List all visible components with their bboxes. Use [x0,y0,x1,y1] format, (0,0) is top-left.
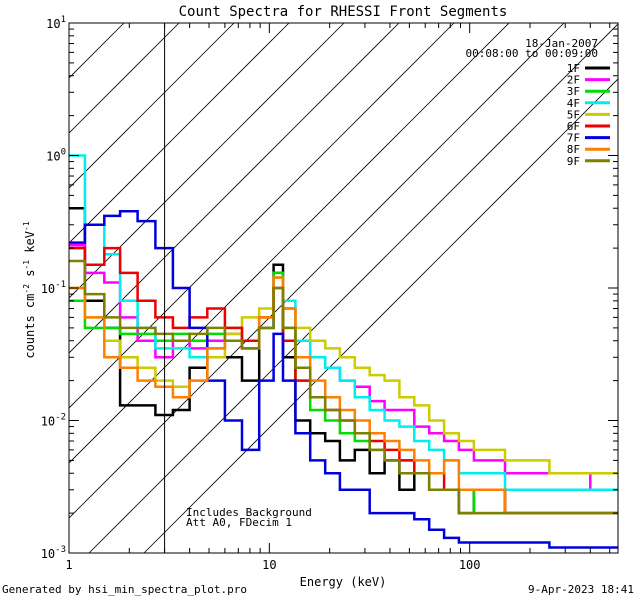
legend-label-5F: 5F [567,108,580,121]
series-line-5F [69,276,618,475]
series-line-8F [69,276,618,515]
generated-by-footer: Generated by hsi_min_spectra_plot.pro [2,583,248,596]
y-tick-label: 10-2 [41,413,66,429]
series-line-1F [69,206,618,515]
hatch-line [88,23,618,553]
hatch-line [143,78,618,553]
series-line-9F [69,259,618,515]
hatch-line [69,23,455,409]
y-tick-label: 100 [46,148,66,164]
note-background: Includes Background [186,506,312,519]
legend-label-3F: 3F [567,85,580,98]
chart-title: Count Spectra for RHESSI Front Segments [179,4,508,20]
legend-label-6F: 6F [567,120,580,133]
y-axis-label: counts cm-2 s-1 keV-1 [22,221,37,358]
axes: 1 10 100 10-3 10-2 10-1 100 101 [41,15,618,572]
legend-label-2F: 2F [567,74,580,87]
x-tick-label: 10 [262,558,276,572]
legend-label-4F: 4F [567,97,580,110]
hatch-line [69,23,180,134]
render-date-footer: 9-Apr-2023 18:41 [528,583,634,596]
hatch-line [69,23,290,244]
series-line-7F [69,209,618,549]
hatch-line [69,23,235,189]
y-tick-label: 10-1 [41,280,66,296]
x-tick-label: 100 [459,558,481,572]
spectra-series [69,154,618,549]
x-tick-label: 1 [65,558,72,572]
legend-label-9F: 9F [567,155,580,168]
date-label: 18-Jan-2007 [525,37,598,50]
note-attenuator: Att A0, FDecim 1 [186,516,292,529]
x-axis-label: Energy (keV) [300,575,387,589]
legend-label-8F: 8F [567,143,580,156]
y-tick-label: 101 [46,15,66,31]
hatch-line [69,23,565,519]
hatch-line [69,23,510,464]
legend-label-1F: 1F [567,62,580,75]
hatch-line [69,23,400,354]
y-tick-label: 10-3 [41,545,66,561]
series-line-4F [69,154,618,492]
legend-label-7F: 7F [567,132,580,145]
series-line-3F [69,271,618,515]
time-range-label: 00:08:00 to 00:09:00 [466,47,598,60]
